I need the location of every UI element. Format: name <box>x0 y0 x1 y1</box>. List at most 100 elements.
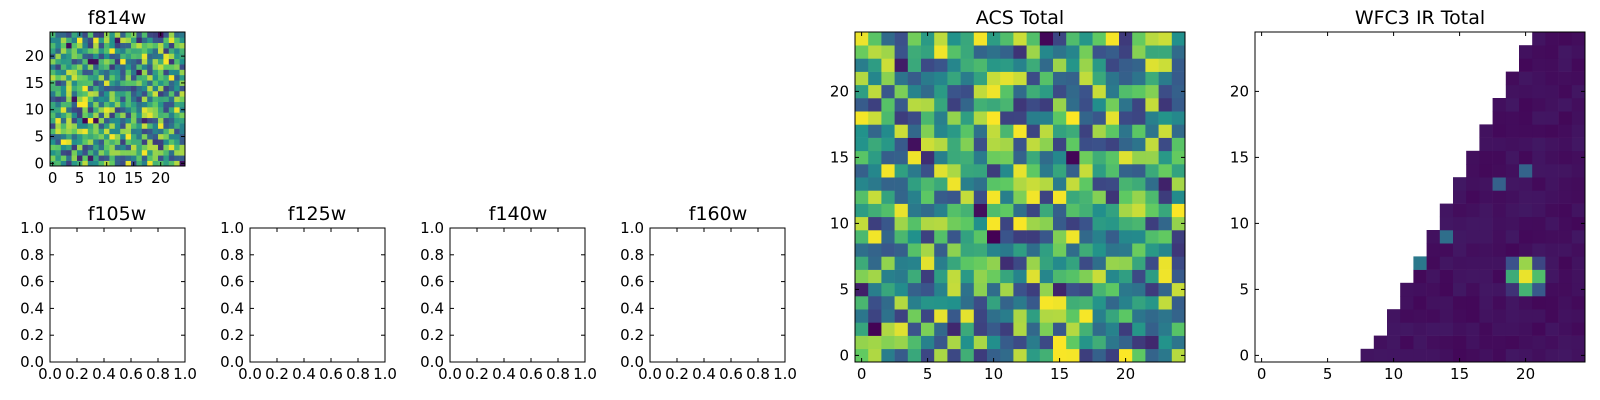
heatmap-cell <box>1079 296 1093 310</box>
heatmap-cell <box>1105 150 1120 165</box>
heatmap-cell <box>1119 335 1133 350</box>
heatmap-cell <box>163 90 170 97</box>
heatmap-cell <box>1092 256 1107 270</box>
heatmap-cell <box>1039 84 1054 99</box>
heatmap-cell <box>125 48 132 54</box>
heatmap-cell <box>136 139 143 145</box>
heatmap-cell <box>921 296 935 310</box>
heatmap-cell <box>1013 269 1027 284</box>
heatmap-cell <box>1145 45 1159 59</box>
y-tick-label: 0.0 <box>420 353 444 371</box>
heatmap-cell <box>98 112 105 119</box>
heatmap-cell <box>1013 243 1027 257</box>
heatmap-cell <box>1092 111 1107 125</box>
heatmap-cell <box>125 112 132 119</box>
heatmap-cell <box>163 32 170 38</box>
heatmap-cell <box>1013 190 1027 204</box>
heatmap-cell <box>1119 203 1133 218</box>
heatmap-cell <box>1158 71 1173 86</box>
heatmap-cell <box>179 128 186 135</box>
heatmap-cell <box>1132 309 1146 323</box>
heatmap-cell <box>71 32 78 38</box>
heatmap-cell <box>881 71 895 86</box>
heatmap-cell <box>158 69 164 76</box>
heatmap-cell <box>1066 216 1080 231</box>
heatmap-cell <box>1105 216 1120 231</box>
heatmap-cell <box>855 150 869 165</box>
axes-frame-acs-total <box>854 31 1186 363</box>
heatmap-cell <box>114 96 121 102</box>
heatmap-cell <box>934 256 948 270</box>
heatmap-cell <box>1519 124 1533 138</box>
heatmap-cell <box>1145 348 1159 363</box>
heatmap-cell <box>1145 150 1159 165</box>
heatmap-cell <box>125 139 132 145</box>
heatmap-cell <box>1492 137 1507 152</box>
heatmap-cell <box>174 32 180 38</box>
heatmap-cell <box>147 80 153 86</box>
y-tick-label: 0 <box>839 346 849 364</box>
heatmap-cell <box>158 80 164 86</box>
heatmap-cell <box>174 74 180 81</box>
heatmap-cell <box>158 117 164 124</box>
heatmap-cell <box>55 74 62 81</box>
heatmap-cell <box>1453 348 1467 363</box>
heatmap-cell <box>152 64 159 70</box>
heatmap-cell <box>60 85 67 92</box>
heatmap-cell <box>168 74 175 81</box>
heatmap-cell <box>60 37 67 44</box>
heatmap-cell <box>168 117 175 124</box>
heatmap-cell <box>77 155 83 161</box>
heatmap-cell <box>1105 190 1120 204</box>
heatmap-cell <box>82 69 89 76</box>
heatmap-cell <box>1039 58 1054 72</box>
heatmap-cell <box>1439 243 1454 257</box>
heatmap-cell <box>1532 111 1546 125</box>
heatmap-cell <box>98 123 105 129</box>
heatmap-cell <box>60 123 67 129</box>
heatmap-cell <box>120 37 126 44</box>
heatmap-cell <box>125 96 132 102</box>
heatmap-cell <box>1453 243 1467 257</box>
heatmap-cell <box>104 107 110 113</box>
heatmap-cell <box>71 48 78 54</box>
heatmap-cell <box>120 64 126 70</box>
heatmap-cell <box>921 269 935 284</box>
heatmap-cell <box>973 348 988 363</box>
heatmap-cell <box>125 69 132 76</box>
heatmap-cell <box>960 150 975 165</box>
heatmap-cell <box>1013 309 1027 323</box>
heatmap-cell <box>71 69 78 76</box>
heatmap-cell <box>93 144 99 151</box>
heatmap-cell <box>147 90 153 97</box>
heatmap-cell <box>973 150 988 165</box>
heatmap-cell <box>1466 296 1480 310</box>
heatmap-cell <box>1558 45 1573 59</box>
heatmap-cell <box>947 137 961 152</box>
heatmap-cell <box>907 45 922 59</box>
heatmap-cell <box>87 69 94 76</box>
heatmap-cell <box>1053 71 1067 86</box>
heatmap-cell <box>60 139 67 145</box>
heatmap-cell <box>1105 322 1120 336</box>
heatmap-cell <box>163 58 170 65</box>
axes-frame-f105w <box>49 227 186 363</box>
heatmap-cell <box>1492 203 1507 218</box>
heatmap-cell <box>1013 296 1027 310</box>
heatmap-cell <box>109 74 116 81</box>
heatmap-cell <box>1571 243 1586 257</box>
heatmap-cell <box>973 216 988 231</box>
heatmap-cell <box>894 256 909 270</box>
heatmap-cell <box>894 296 909 310</box>
heatmap-cell <box>1558 164 1573 178</box>
y-tick-label: 0.0 <box>620 353 644 371</box>
heatmap-cell <box>1519 216 1533 231</box>
heatmap-cell <box>1092 335 1107 350</box>
heatmap-cell <box>1158 111 1173 125</box>
heatmap-cell <box>98 32 105 38</box>
y-tick-label: 10 <box>1230 214 1249 232</box>
heatmap-cell <box>71 74 78 81</box>
heatmap-cell <box>881 32 895 46</box>
heatmap-cell <box>87 90 94 97</box>
heatmap-cell <box>114 155 121 161</box>
